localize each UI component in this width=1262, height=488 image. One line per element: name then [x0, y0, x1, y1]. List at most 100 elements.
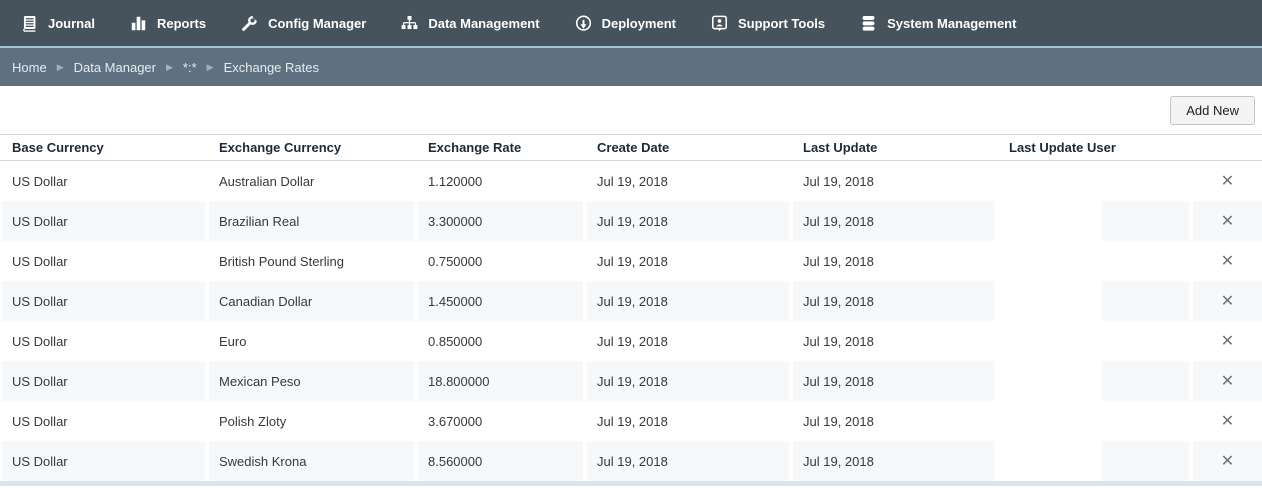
column-header-base-currency: Base Currency	[12, 140, 104, 155]
breadcrumb-separator-icon: ▶	[56, 62, 64, 72]
cell-exchange-rate: 18.800000	[418, 361, 583, 401]
breadcrumb-separator-icon: ▶	[166, 62, 173, 72]
delete-row-button[interactable]: ✕	[1193, 201, 1262, 241]
table-row: US Dollar Canadian Dollar 1.450000 Jul 19, …	[0, 281, 1262, 321]
top-nav-bar: Journal Reports Config Manager	[0, 0, 1262, 48]
breadcrumb-item-scope[interactable]: *:*	[182, 59, 197, 75]
cell-exchange-rate: 1.450000	[418, 281, 583, 321]
nav-item-support-tools[interactable]: Support Tools	[710, 14, 825, 33]
column-header-last-update: Last Update	[803, 140, 878, 155]
cell-last-update-user	[999, 401, 1189, 441]
nav-item-journal[interactable]: Journal	[20, 14, 95, 33]
database-icon	[859, 14, 878, 33]
table-header-row: Base Currency Exchange Currency Exchange…	[0, 134, 1262, 161]
cell-exchange-currency: British Pound Sterling	[219, 253, 345, 269]
column-header-exchange-rate: Exchange Rate	[428, 140, 522, 155]
delete-row-button[interactable]: ✕	[1220, 173, 1235, 190]
breadcrumb: Home ▶ Data Manager ▶ *:* ▶ Exchange Rat…	[0, 48, 1262, 86]
nav-item-label: Data Management	[428, 15, 540, 31]
cell-last-update: Jul 19, 2018	[793, 281, 995, 321]
cell-base-currency: US Dollar	[12, 333, 68, 349]
cell-exchange-rate: 3.300000	[418, 201, 583, 241]
nav-item-reports[interactable]: Reports	[129, 14, 206, 33]
cell-base-currency: US Dollar	[2, 441, 205, 481]
toolbar: Add New	[0, 86, 1262, 134]
breadcrumb-item-data-manager[interactable]: Data Manager	[73, 59, 156, 75]
cell-exchange-rate: 1.120000	[428, 173, 483, 189]
cell-base-currency: US Dollar	[12, 173, 68, 189]
deployment-icon	[574, 14, 593, 33]
nav-item-data-management[interactable]: Data Management	[400, 14, 540, 33]
cell-last-update-user	[999, 321, 1189, 361]
table-row: US Dollar Euro 0.850000 Jul 19, 2018 Jul 19,…	[0, 321, 1262, 361]
table-row: US Dollar British Pound Sterling 0.750000 J…	[0, 241, 1262, 281]
cell-last-update: Jul 19, 2018	[803, 253, 874, 269]
cell-base-currency: US Dollar	[12, 253, 68, 269]
nav-item-label: Reports	[156, 15, 207, 31]
support-person-icon	[710, 14, 729, 33]
cell-create-date: Jul 19, 2018	[597, 173, 668, 189]
cell-exchange-rate: 8.560000	[418, 441, 583, 481]
cell-last-update: Jul 19, 2018	[793, 361, 995, 401]
cell-create-date: Jul 19, 2018	[587, 441, 789, 481]
cell-last-update: Jul 19, 2018	[803, 333, 874, 349]
sitemap-icon	[400, 14, 419, 33]
journal-icon	[20, 14, 39, 33]
cell-exchange-currency: Swedish Krona	[209, 441, 414, 481]
cell-last-update-user	[999, 161, 1189, 201]
reports-icon	[129, 14, 148, 33]
cell-create-date: Jul 19, 2018	[597, 333, 668, 349]
cell-exchange-currency: Australian Dollar	[219, 173, 315, 189]
cell-exchange-currency: Mexican Peso	[209, 361, 414, 401]
cell-exchange-currency: Polish Zloty	[219, 413, 287, 429]
cell-last-update-user	[999, 201, 1189, 241]
nav-item-deployment[interactable]: Deployment	[574, 14, 676, 33]
cell-exchange-currency: Euro	[219, 333, 247, 349]
nav-item-label: Config Manager	[268, 15, 367, 31]
delete-row-button[interactable]: ✕	[1220, 333, 1235, 350]
cell-base-currency: US Dollar	[2, 281, 205, 321]
cell-last-update: Jul 19, 2018	[803, 173, 874, 189]
breadcrumb-item-exchange-rates: Exchange Rates	[223, 59, 319, 75]
table-row: US Dollar Mexican Peso 18.800000 Jul 19, 20…	[0, 361, 1262, 401]
cell-base-currency: US Dollar	[12, 413, 68, 429]
cell-exchange-rate: 3.670000	[428, 413, 483, 429]
cell-last-update-user	[999, 281, 1189, 321]
cell-create-date: Jul 19, 2018	[587, 201, 789, 241]
cell-exchange-currency: Canadian Dollar	[209, 281, 414, 321]
cell-create-date: Jul 19, 2018	[597, 413, 668, 429]
table-row: US Dollar Brazilian Real 3.300000 Jul 19, 2…	[0, 201, 1262, 241]
nav-item-label: Support Tools	[737, 15, 826, 31]
cell-create-date: Jul 19, 2018	[587, 281, 789, 321]
delete-row-button[interactable]: ✕	[1193, 361, 1262, 401]
delete-row-button[interactable]: ✕	[1193, 441, 1262, 481]
nav-item-config-manager[interactable]: Config Manager	[240, 13, 367, 33]
delete-row-button[interactable]: ✕	[1193, 281, 1262, 321]
delete-row-button[interactable]: ✕	[1220, 253, 1235, 270]
breadcrumb-separator-icon: ▶	[206, 62, 214, 72]
delete-row-button[interactable]: ✕	[1220, 413, 1235, 430]
exchange-rates-table: Base Currency Exchange Currency Exchange…	[0, 134, 1262, 481]
cell-last-update-user	[999, 361, 1189, 401]
cell-last-update: Jul 19, 2018	[793, 201, 995, 241]
cell-create-date: Jul 19, 2018	[597, 253, 668, 269]
column-header-last-update-user: Last Update User	[1009, 140, 1116, 155]
horizontal-scrollbar-track[interactable]	[0, 481, 1262, 486]
cell-exchange-rate: 0.850000	[428, 333, 483, 349]
column-header-create-date: Create Date	[597, 140, 670, 155]
add-new-button[interactable]: Add New	[1170, 95, 1255, 125]
nav-item-system-management[interactable]: System Management	[859, 14, 1016, 33]
cell-create-date: Jul 19, 2018	[587, 361, 789, 401]
table-row: US Dollar Australian Dollar 1.120000 Jul 19…	[0, 161, 1262, 201]
cell-exchange-rate: 0.750000	[428, 253, 483, 269]
cell-last-update-user	[999, 241, 1189, 281]
table-body: US Dollar Australian Dollar 1.120000 Jul 19…	[0, 161, 1262, 481]
table-row: US Dollar Polish Zloty 3.670000 Jul 19, 201…	[0, 401, 1262, 441]
column-header-exchange-currency: Exchange Currency	[219, 140, 342, 155]
nav-item-label: Journal	[48, 15, 95, 31]
cell-last-update-user	[999, 441, 1189, 481]
cell-base-currency: US Dollar	[2, 201, 205, 241]
nav-item-label: System Management	[887, 15, 1017, 31]
breadcrumb-item-home[interactable]: Home	[12, 59, 47, 75]
nav-item-label: Deployment	[601, 15, 676, 31]
